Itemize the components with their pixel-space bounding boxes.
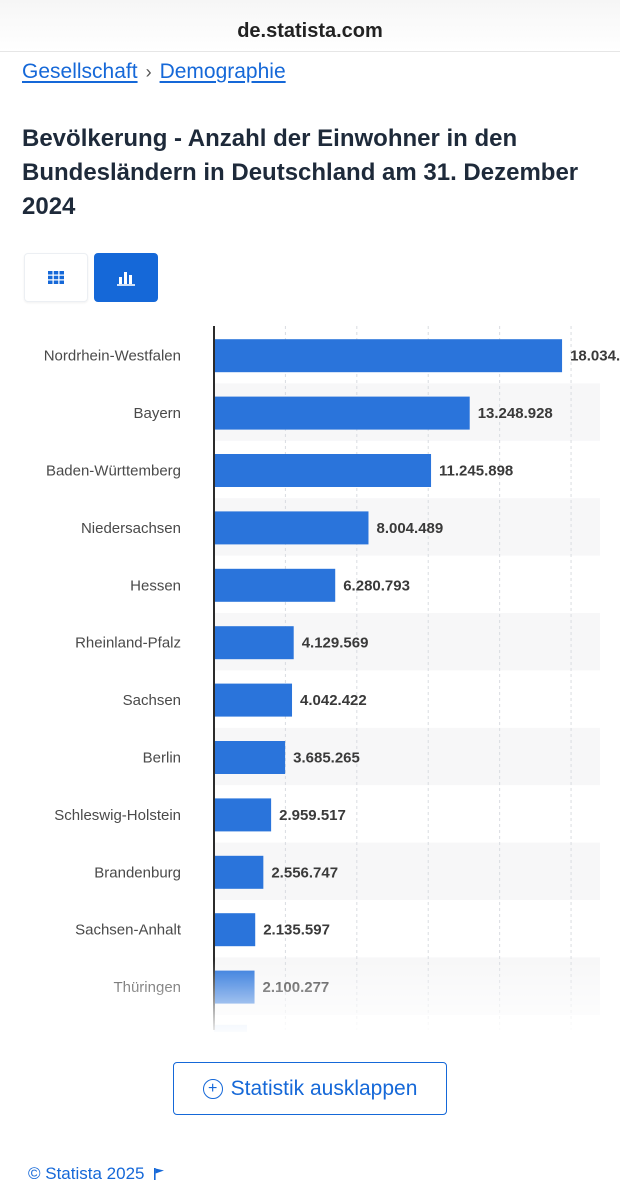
plus-circle-icon: + [202, 1078, 223, 1099]
category-label: Berlin [143, 750, 181, 767]
category-label: Rheinland-Pfalz [75, 635, 181, 652]
breadcrumb-link-gesellschaft[interactable]: Gesellschaft [22, 60, 138, 83]
bar[interactable] [214, 798, 272, 832]
bar-partial [214, 1024, 247, 1032]
value-label: 4.129.569 [302, 635, 369, 652]
bar[interactable] [214, 454, 432, 487]
value-label: 3.685.265 [293, 750, 360, 767]
breadcrumb-link-demographie[interactable]: Demographie [159, 60, 286, 83]
url-text: de.statista.com [237, 20, 383, 42]
breadcrumb: Gesellschaft › Demographie [22, 60, 286, 84]
value-label: 6.280.793 [343, 577, 410, 594]
value-label: 8.004.489 [376, 520, 443, 537]
category-label: Thüringen [113, 979, 181, 996]
expand-button-label: Statistik ausklappen [230, 1076, 418, 1100]
chart-view-button[interactable] [94, 253, 158, 302]
bar[interactable] [214, 339, 563, 373]
expand-statistic-button[interactable]: + Statistik ausklappen [173, 1062, 447, 1115]
page-title: Bevölkerung - Anzahl der Einwohner in de… [22, 125, 579, 220]
category-label: Schleswig-Holstein [54, 807, 181, 824]
value-label: 2.135.597 [263, 922, 330, 939]
table-view-button[interactable] [24, 253, 88, 302]
category-label: Nordrhein-Westfalen [44, 348, 181, 365]
copyright-text[interactable]: © Statista 2025 [28, 1164, 145, 1183]
bar-chart: Nordrhein-Westfalen 18.034.4 Bayern 13.248.… [0, 326, 620, 1035]
row-stripe [214, 842, 600, 900]
bar[interactable] [214, 970, 255, 1004]
value-label: 2.100.277 [263, 979, 330, 996]
bar-chart-svg: Nordrhein-Westfalen 18.034.4 Bayern 13.248.… [44, 326, 620, 1032]
bar-chart-icon [117, 271, 135, 286]
bar[interactable] [214, 683, 293, 717]
table-grid-icon [48, 271, 64, 284]
category-label: Bayern [133, 405, 181, 422]
category-label: Hessen [130, 577, 181, 594]
category-label: Baden-Württemberg [46, 463, 181, 480]
flag-icon[interactable] [153, 1167, 165, 1181]
value-label: 18.034.4 [570, 348, 620, 365]
value-label: 13.248.928 [478, 405, 553, 422]
bar[interactable] [214, 511, 369, 545]
bar[interactable] [214, 626, 294, 660]
bar[interactable] [214, 568, 336, 602]
browser-url-bar[interactable]: de.statista.com [0, 0, 620, 52]
value-label: 2.959.517 [279, 807, 346, 824]
breadcrumb-separator: › [145, 61, 152, 82]
bar[interactable] [214, 741, 286, 774]
view-toggle [24, 253, 158, 302]
bar[interactable] [214, 855, 264, 889]
bar[interactable] [214, 396, 470, 430]
value-label: 2.556.747 [271, 864, 338, 881]
bar[interactable] [214, 913, 256, 947]
value-label: 11.245.898 [439, 463, 513, 480]
category-label: Sachsen [123, 692, 181, 709]
category-label: Brandenburg [94, 864, 181, 881]
footer-copyright: © Statista 2025 [28, 1164, 165, 1184]
category-label: Sachsen-Anhalt [75, 922, 182, 939]
value-label: 4.042.422 [300, 692, 367, 709]
category-label: Niedersachsen [81, 520, 181, 537]
